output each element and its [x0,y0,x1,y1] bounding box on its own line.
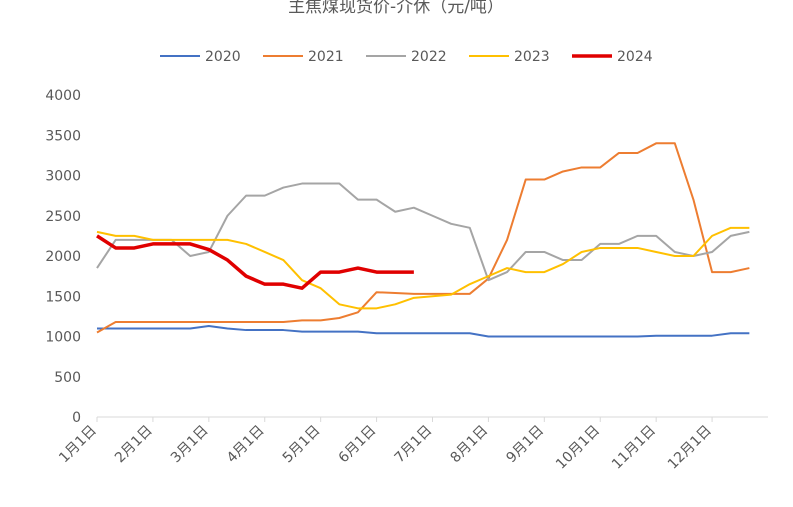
y-tick-label: 1000 [45,330,81,346]
y-tick-label: 3500 [45,128,81,144]
x-tick-label: 9月1日 [503,423,547,467]
legend-label: 2021 [308,49,344,65]
y-tick-label: 2500 [45,209,81,225]
x-tick-label: 7月1日 [392,423,436,467]
line-series [96,234,414,290]
y-tick-label: 4000 [45,88,81,104]
legend-label: 2023 [514,49,550,65]
x-tick-label: 8月1日 [448,423,492,467]
line-series [96,142,750,334]
chart-title: 主焦煤现货价-介休（元/吨） [288,0,504,17]
x-tick-label: 6月1日 [336,423,380,467]
legend-label: 2020 [205,49,241,65]
line-series [96,226,750,310]
x-tick-label: 2月1日 [112,423,156,467]
y-tick-label: 0 [72,410,81,426]
x-tick-label: 11月1日 [609,423,659,473]
x-tick-label: 12月1日 [665,423,715,473]
y-tick-label: 3000 [45,169,81,185]
y-tick-label: 1500 [45,289,81,305]
legend-label: 2022 [411,49,447,65]
line-series [97,325,750,338]
x-tick-label: 5月1日 [280,423,324,467]
x-tick-label: 1月1日 [56,423,100,467]
line-series [96,182,750,282]
y-tick-label: 500 [54,370,81,386]
x-tick-label: 3月1日 [168,423,212,467]
x-tick-label: 4月1日 [224,423,268,467]
y-tick-label: 2000 [45,249,81,265]
x-tick-label: 10月1日 [553,423,603,473]
legend-label: 2024 [617,49,653,65]
